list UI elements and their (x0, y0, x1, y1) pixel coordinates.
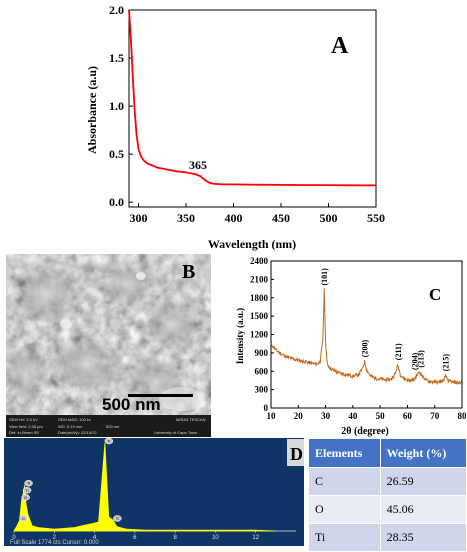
x-tick-label: 10 (212, 535, 219, 541)
panel-letter-d: D (290, 444, 303, 464)
header-elements: Elements (309, 439, 381, 468)
element-cell: O (309, 496, 381, 524)
y-tick-label: 600 (255, 366, 269, 376)
peak-label: (213) (417, 350, 426, 368)
x-axis-label: Wavelength (nm) (208, 237, 296, 251)
composition-table: Elements Weight (%) C 26.59 O 45.06 Ti 2… (308, 438, 467, 550)
sem-info-bar: SEM HV: 3.0 kV SEM MAG: 100 kx MIRA3 TES… (6, 415, 211, 437)
panel-letter-a: A (331, 33, 349, 59)
x-axis-label: 2θ (degree) (341, 426, 389, 437)
y-tick-label: 900 (255, 348, 269, 358)
x-tick-label: 8 (173, 535, 177, 541)
x-tick-label: 12 (252, 535, 259, 541)
y-tick-label: 1500 (250, 311, 269, 321)
sem-detector: Det: In-Beam SE (9, 430, 39, 435)
y-axis-label: Intensity (a.u.) (235, 308, 245, 364)
element-cell: Ti (309, 524, 381, 552)
peak-label: (101) (320, 268, 329, 286)
sem-image-panel: B 500 nm SEM HV: 3.0 kV SEM MAG: 100 kx … (6, 254, 211, 437)
y-tick-label: 300 (255, 385, 269, 395)
sem-date: Date(m/d/y): 02/15/22 (58, 430, 97, 435)
x-tick-label: 550 (367, 211, 385, 225)
sem-micrograph: B 500 nm (6, 254, 211, 437)
sem-scale: 500 nm (106, 424, 119, 429)
x-tick-label: 350 (177, 211, 195, 225)
table-row: Ti 28.35 (309, 524, 467, 552)
y-tick-label: 1.5 (109, 51, 124, 65)
panel-letter-c: C (429, 285, 441, 304)
peak-tag-label: Ti (25, 488, 28, 493)
x-tick-label: 500 (320, 211, 338, 225)
x-tick-label: 50 (376, 411, 386, 421)
x-tick-label: 80 (458, 411, 467, 421)
peak-tag-label: O (24, 495, 27, 500)
peak-tag-label: Ti (116, 516, 119, 521)
peak-tag-label: Ti (27, 481, 30, 486)
scale-bar-label: 500 nm (102, 395, 161, 414)
x-tick-label: 6 (133, 535, 137, 541)
y-tick-label: 2.0 (109, 3, 124, 17)
peak-label: (211) (394, 343, 403, 360)
y-tick-label: 2400 (250, 256, 269, 266)
element-cell: C (309, 468, 381, 496)
peak-tag-label: Ti (107, 439, 110, 444)
x-tick-label: 450 (272, 211, 290, 225)
sem-mag: SEM MAG: 100 kx (58, 417, 91, 422)
table-row: C 26.59 (309, 468, 467, 496)
x-tick-label: 400 (225, 211, 243, 225)
x-tick-label: 60 (403, 411, 413, 421)
header-weight: Weight (%) (380, 439, 466, 468)
x-tick-label: 300 (130, 211, 148, 225)
sem-view-field: View field: 2.08 μm (9, 424, 43, 429)
peak-label: (215) (442, 354, 451, 372)
y-tick-label: 1200 (250, 330, 269, 340)
y-tick-label: 2100 (250, 274, 269, 284)
y-tick-label: 1800 (250, 293, 269, 303)
x-tick-label: 70 (430, 411, 440, 421)
y-tick-label: 0 (264, 403, 269, 413)
plot-frame (271, 261, 462, 408)
table-row: O 45.06 (309, 496, 467, 524)
x-tick-label: 40 (348, 411, 358, 421)
panel-letter-b: B (182, 261, 195, 283)
y-axis-label: Absorbance (a.u) (85, 66, 99, 154)
y-tick-label: 1.0 (109, 99, 124, 113)
sem-wd: WD: 5.19 mm (58, 424, 82, 429)
eds-footer: Full Scale 1774 cts Cursor: 0.000 (10, 540, 99, 546)
weight-cell: 28.35 (380, 524, 466, 552)
peak-label: (200) (361, 340, 370, 358)
peak-tag-label: C (22, 516, 25, 521)
sem-hv: SEM HV: 3.0 kV (9, 417, 38, 422)
eds-curve (14, 443, 276, 531)
x-tick-label: 20 (294, 411, 304, 421)
y-tick-label: 0.0 (109, 195, 124, 209)
y-tick-label: 0.5 (109, 147, 124, 161)
x-tick-label: 30 (321, 411, 331, 421)
weight-cell: 26.59 (380, 468, 466, 496)
sem-university: University of Cape Town (154, 430, 197, 435)
sem-brand: MIRA3 TESCAN (176, 417, 206, 422)
peak-annotation: 365 (189, 158, 207, 172)
weight-cell: 45.06 (380, 496, 466, 524)
